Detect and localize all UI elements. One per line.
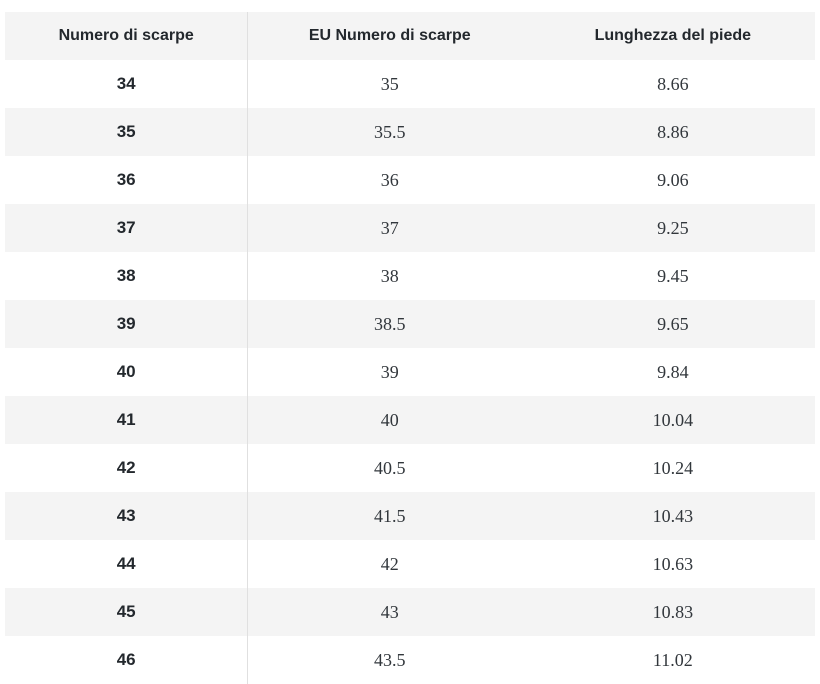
table-cell-col-eu-size: 43 (380, 601, 399, 622)
column-header-numero-di-scarpe: Numero di scarpe (5, 12, 249, 60)
table-cell-col-foot-length: 9.65 (657, 313, 689, 334)
table-cell-col-size: 38 (5, 252, 249, 300)
table-row: 46 43.5 11.02 (5, 636, 815, 684)
column-header-eu-numero-di-scarpe: EU Numero di scarpe (247, 12, 532, 60)
table-cell-col-size: 44 (5, 540, 249, 588)
table-cell-col-eu-size: 38.5 (374, 313, 406, 334)
table-cell-col-eu-size: 36 (380, 169, 399, 190)
table-cell-col-eu-size: 39 (380, 361, 399, 382)
table-cell-col-eu-size: 43.5 (374, 649, 406, 670)
table-cell-col-foot-length: 10.63 (652, 553, 694, 574)
table-row: 44 42 10.63 (5, 540, 815, 588)
table-cell-col-foot-length: 9.45 (657, 265, 689, 286)
table-row: 39 38.5 9.65 (5, 300, 815, 348)
table-cell-col-size: 40 (5, 348, 249, 396)
table-row: 43 41.5 10.43 (5, 492, 815, 540)
table-cell-col-foot-length: 10.83 (652, 601, 694, 622)
table-cell-col-size: 37 (5, 204, 249, 252)
table-cell-col-eu-size: 38 (380, 265, 399, 286)
table-cell-col-eu-size: 40 (380, 409, 399, 430)
table-row: 41 40 10.04 (5, 396, 815, 444)
table-row: 34 35 8.66 (5, 60, 815, 108)
table-header-row: Numero di scarpe EU Numero di scarpe Lun… (5, 12, 815, 60)
table-cell-col-size: 35 (5, 108, 249, 156)
table-cell-col-foot-length: 8.86 (657, 121, 689, 142)
table-row: 45 43 10.83 (5, 588, 815, 636)
table-cell-col-size: 46 (5, 636, 249, 684)
table-row: 38 38 9.45 (5, 252, 815, 300)
table-cell-col-size: 45 (5, 588, 249, 636)
table-cell-col-eu-size: 41.5 (374, 505, 406, 526)
table-cell-col-eu-size: 35.5 (374, 121, 406, 142)
table-cell-col-size: 41 (5, 396, 249, 444)
table-row: 35 35.5 8.86 (5, 108, 815, 156)
table-cell-col-eu-size: 40.5 (374, 457, 406, 478)
table-cell-col-foot-length: 11.02 (652, 649, 693, 670)
table-cell-col-size: 36 (5, 156, 249, 204)
table-cell-col-foot-length: 9.25 (657, 217, 689, 238)
table-cell-col-size: 34 (5, 60, 249, 108)
table-cell-col-eu-size: 37 (380, 217, 399, 238)
table-row: 36 36 9.06 (5, 156, 815, 204)
table-cell-col-size: 42 (5, 444, 249, 492)
column-header-lunghezza-del-piede: Lunghezza del piede (531, 12, 815, 60)
table-body: 34 35 8.66 35 35.5 8.86 36 36 9.06 37 37 9.25 38 38 9.… (5, 60, 815, 684)
table-cell-col-size: 43 (5, 492, 249, 540)
table-row: 40 39 9.84 (5, 348, 815, 396)
table-cell-col-foot-length: 9.06 (657, 169, 689, 190)
table-cell-col-foot-length: 9.84 (657, 361, 689, 382)
shoe-size-conversion-table: Numero di scarpe EU Numero di scarpe Lun… (5, 12, 815, 684)
table-cell-col-foot-length: 8.66 (657, 73, 689, 94)
table-cell-col-eu-size: 35 (380, 73, 399, 94)
table-row: 37 37 9.25 (5, 204, 815, 252)
table-cell-col-eu-size: 42 (380, 553, 399, 574)
table-cell-col-size: 39 (5, 300, 249, 348)
table-cell-col-foot-length: 10.43 (652, 505, 694, 526)
table-cell-col-foot-length: 10.24 (652, 457, 694, 478)
table-row: 42 40.5 10.24 (5, 444, 815, 492)
shoe-size-table-container: Numero di scarpe EU Numero di scarpe Lun… (5, 12, 815, 684)
table-cell-col-foot-length: 10.04 (652, 409, 694, 430)
